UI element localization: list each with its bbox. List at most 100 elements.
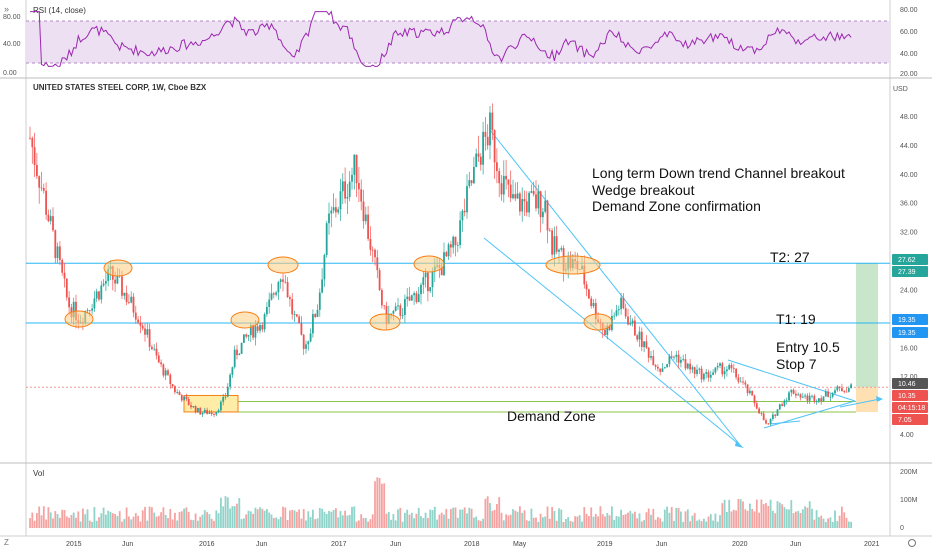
volume-bar (691, 515, 694, 528)
candle-body (318, 292, 321, 310)
volume-bar (585, 513, 588, 528)
volume-bar (171, 519, 174, 528)
time-label: May (513, 541, 527, 548)
candle-body (325, 223, 328, 256)
candle-body (670, 356, 673, 358)
volume-bar (728, 499, 731, 528)
candle-body (523, 199, 526, 202)
volume-bar (45, 519, 47, 528)
candle-body (362, 201, 365, 222)
volume-bar (666, 506, 668, 528)
volume-bar (139, 521, 142, 528)
volume-bar (544, 516, 547, 528)
volume-bar (387, 511, 390, 528)
candle-body (643, 341, 645, 347)
t2-label: T2: 27 (770, 249, 810, 265)
candle-body (530, 191, 533, 193)
volume-bar (578, 515, 581, 528)
rsi-right-tick: 60.00 (900, 29, 918, 36)
volume-bar (282, 506, 284, 528)
chevron-icon[interactable]: » (4, 4, 9, 14)
volume-bar (461, 509, 464, 528)
volume-bar (677, 508, 680, 528)
volume-bar (668, 512, 671, 528)
candle-body (705, 372, 708, 374)
candle-body (376, 257, 379, 271)
zoom-icon[interactable]: Z (4, 538, 9, 547)
toggle-icon-top-left[interactable]: » (4, 4, 9, 14)
candle-body (236, 349, 238, 356)
volume-bar (332, 509, 335, 528)
annotation-line-2: Wedge breakout (592, 182, 695, 198)
volume-bar (100, 513, 103, 528)
candle-body (505, 175, 507, 180)
volume-bar (328, 510, 330, 528)
volume-bar (749, 503, 751, 528)
candle-body (650, 356, 652, 358)
candle-body (730, 364, 733, 369)
gear-icon[interactable] (908, 539, 916, 547)
candle-body (739, 381, 742, 383)
volume-bar (261, 508, 264, 528)
price-tick: 12.00 (900, 374, 918, 381)
candle-body (838, 386, 841, 389)
volume-bar (617, 516, 620, 528)
volume-bar (404, 512, 406, 528)
candle-body (509, 184, 512, 199)
candle-body (703, 373, 705, 380)
candle-body (420, 284, 422, 295)
candle-body (778, 404, 781, 410)
volume-bar (381, 483, 383, 528)
candle-body (613, 315, 616, 317)
candle-body (259, 325, 261, 331)
volume-bar (553, 510, 556, 528)
volume-bar (767, 505, 770, 528)
candle-body (617, 309, 620, 311)
volume-bar (673, 520, 675, 528)
price-badge (892, 254, 928, 265)
candle-body (298, 316, 300, 324)
candle-body (180, 395, 183, 401)
settings-icon[interactable] (908, 539, 916, 547)
volume-bar (583, 507, 586, 528)
volume-bar (493, 509, 496, 528)
candle-body (652, 356, 655, 366)
candle-body (213, 413, 215, 415)
candle-body (608, 325, 611, 330)
candle-body (199, 408, 202, 415)
level-test-circle (103, 259, 133, 277)
volume-bar (378, 478, 381, 528)
volume-bars (29, 477, 852, 528)
volume-bar (247, 510, 250, 528)
volume-bar (417, 507, 420, 528)
candle-body (606, 325, 609, 335)
price-tick: 32.00 (900, 230, 918, 237)
candle-body (680, 359, 682, 363)
candle-body (252, 324, 254, 338)
candle-body (132, 296, 135, 313)
price-badge (892, 390, 928, 401)
candle-body (811, 395, 813, 397)
candle-body (484, 131, 487, 137)
volume-bar (443, 514, 445, 528)
volume-bar (548, 518, 551, 528)
candle-body (454, 236, 457, 246)
volume-bar (275, 517, 277, 528)
price-tick: 44.00 (900, 143, 918, 150)
volume-bar (719, 515, 721, 528)
volume-bar (254, 507, 257, 528)
volume-bar (822, 518, 825, 528)
candle-body (491, 112, 494, 131)
candle-body (691, 367, 694, 370)
volume-bar (811, 508, 813, 528)
candle-body (847, 388, 850, 392)
candle-body (834, 390, 836, 394)
volume-bar (194, 513, 197, 528)
candle-body (799, 394, 802, 398)
candle-body (645, 341, 648, 348)
volume-bar (751, 508, 754, 528)
volume-bar (151, 507, 153, 528)
volume-bar (622, 514, 625, 528)
volume-bar (323, 511, 326, 528)
